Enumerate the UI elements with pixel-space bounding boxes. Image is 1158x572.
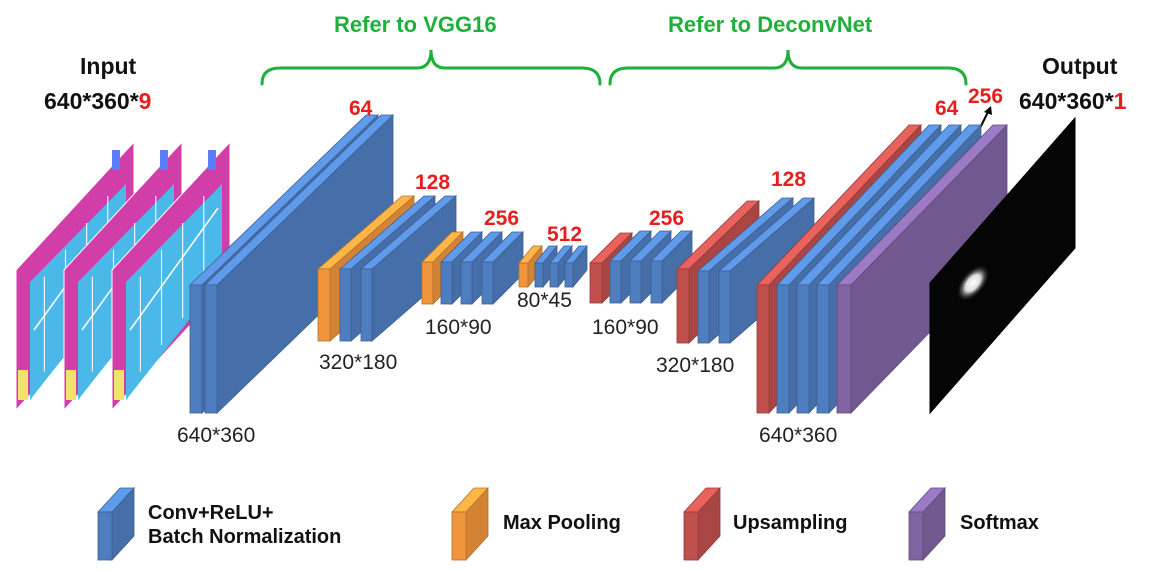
channels-enc1: 64 [349,97,373,120]
channels-dec3b: 256 [968,85,1004,108]
channel-arrow-head [984,106,992,115]
size-enc2: 320*180 [319,351,398,374]
legend-softmax-icon [908,486,946,562]
vgg-bracket-label: Refer to VGG16 [334,12,497,37]
input-frames [15,140,231,412]
deconv-bracket [608,49,968,86]
channels-enc4: 512 [547,223,583,246]
legend-pool-label: Max Pooling [503,512,621,534]
output-title: Output [1042,53,1118,79]
dec3-softmax [836,124,1008,414]
legend-softmax-label: Softmax [960,512,1039,534]
input-channels: 9 [138,88,152,114]
size-dec3: 640*360 [759,424,838,447]
input-frame-3 [111,140,231,412]
input-dims-prefix: 640*360* [44,88,139,114]
enc3-conv-c [481,231,524,305]
output-heatmap [929,116,1076,415]
size-enc1: 640*360 [177,424,256,447]
output-channels: 1 [1113,88,1127,114]
legend-pool-icon [451,486,489,562]
dec1-conv-c [650,230,693,304]
enc4-conv-c [564,244,588,289]
channels-enc2: 128 [415,171,451,194]
deconv-bracket-label: Refer to DeconvNet [668,12,873,37]
legend-icons [97,486,946,562]
input-title: Input [80,53,137,79]
legend-conv-label: Conv+ReLU+ Batch Normalization [148,501,341,549]
legend-conv-line1: Conv+ReLU+ [148,502,274,524]
input-dims: 640*360*9 [44,90,151,113]
size-enc3: 160*90 [425,316,492,339]
vgg-bracket [260,49,602,86]
output-dims: 640*360*1 [1019,90,1126,113]
legend-upsample-icon [683,486,721,562]
enc2-conv-b [359,195,458,342]
size-dec1: 160*90 [592,316,659,339]
channels-dec3a: 64 [935,97,959,120]
channels-dec2: 128 [771,168,807,191]
size-dec2: 320*180 [656,354,735,377]
legend-conv-icon [97,486,135,562]
size-enc4: 80*45 [517,289,572,312]
output-heat-spot [956,264,990,302]
output-plane [929,116,1076,415]
layer-blocks [189,114,1008,415]
legend-conv-line2: Batch Normalization [148,526,342,548]
legend-upsample-label: Upsampling [733,512,848,534]
channels-enc3: 256 [484,207,520,230]
output-dims-prefix: 640*360* [1019,88,1114,114]
channels-dec1: 256 [649,207,685,230]
